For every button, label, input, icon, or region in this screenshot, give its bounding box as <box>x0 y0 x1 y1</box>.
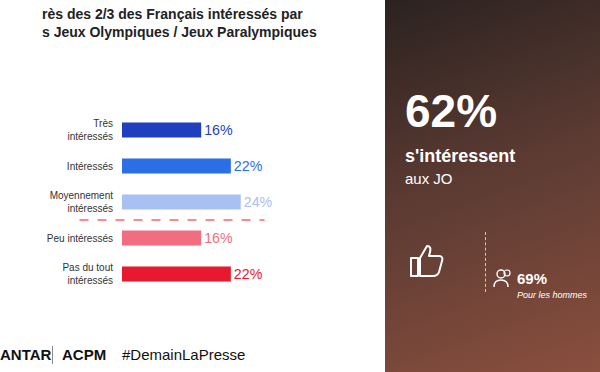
html-text:aux JO: aux JO <box>405 170 453 187</box>
svg-text:16%: 16% <box>204 230 233 246</box>
html-text:Pour les hommes: Pour les hommes <box>517 290 587 300</box>
html-text:62%: 62% <box>405 85 498 137</box>
html-text:ACPM: ACPM <box>62 346 107 363</box>
svg-text:Peu intéressés: Peu intéressés <box>47 233 113 244</box>
svg-text:Moyennementintéressés: Moyennementintéressés <box>50 190 114 214</box>
html-text:69%: 69% <box>517 270 547 287</box>
svg-text:22%: 22% <box>234 158 263 174</box>
html-text:s'intéressent: s'intéressent <box>405 146 516 166</box>
html-text:ANTAR: ANTAR <box>0 346 52 363</box>
svg-text:24%: 24% <box>244 194 273 210</box>
svg-text:rès des 2/3 des Français intér: rès des 2/3 des Français intéressés pars… <box>42 6 317 40</box>
svg-text:Pas du toutintéressés: Pas du toutintéressés <box>62 262 113 286</box>
svg-text:Trèsintéressés: Trèsintéressés <box>67 118 113 142</box>
svg-text:Intéressés: Intéressés <box>67 161 113 172</box>
html-text:#DemainLaPresse: #DemainLaPresse <box>122 346 246 363</box>
svg-text:16%: 16% <box>204 122 233 138</box>
svg-text:22%: 22% <box>234 266 263 282</box>
